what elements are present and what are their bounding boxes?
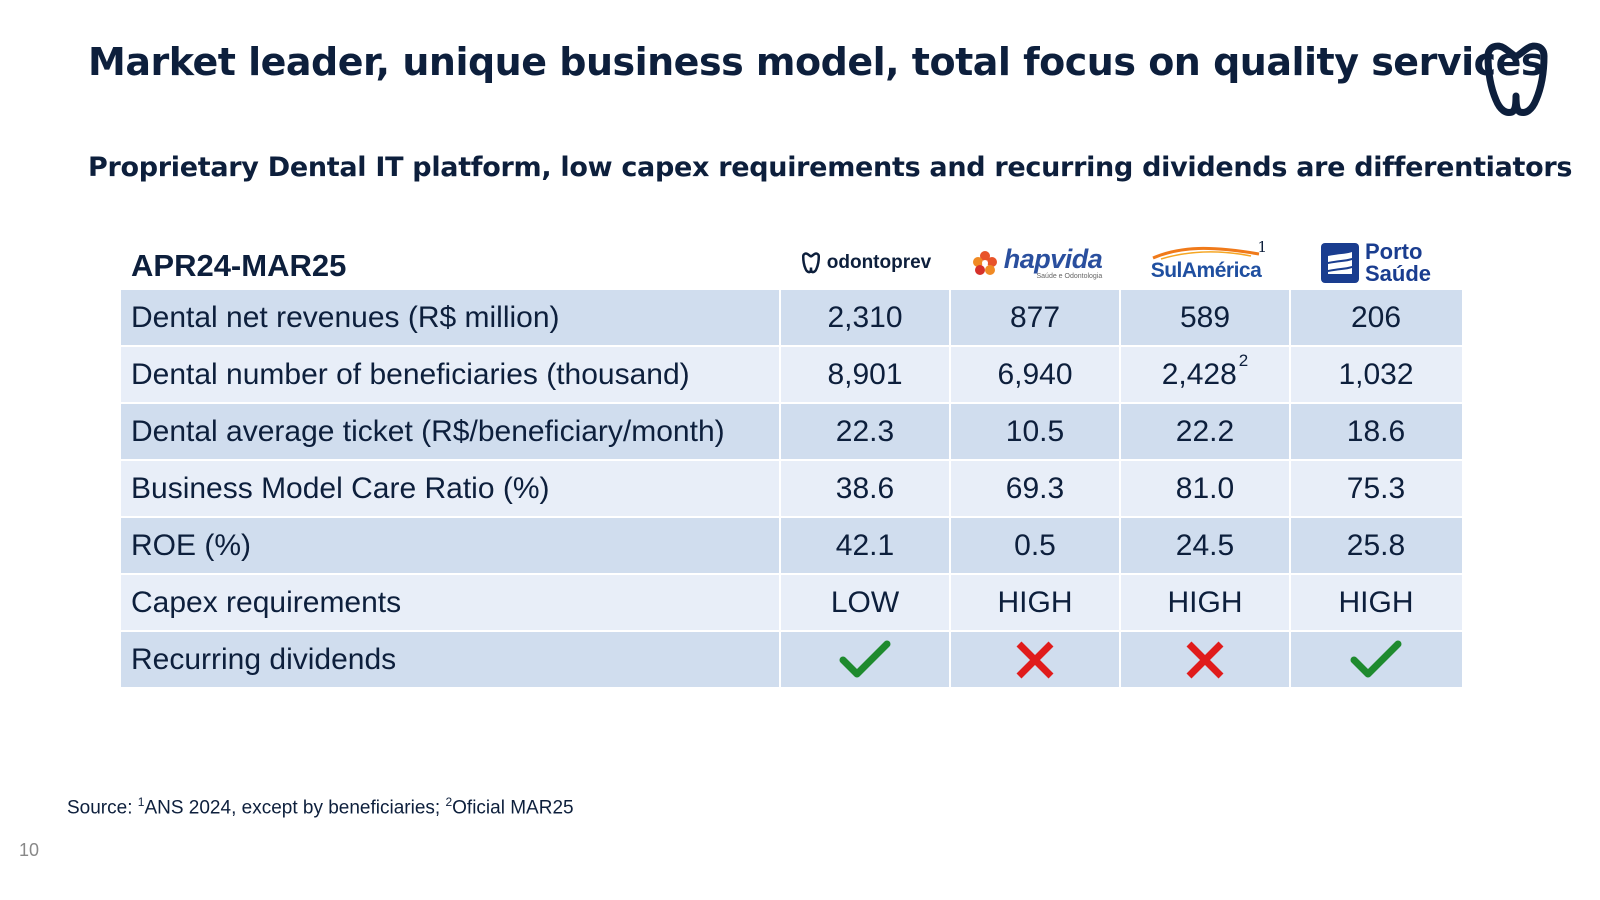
odontoprev-logo: odontoprev <box>781 236 951 290</box>
sulamerica-wave-icon <box>1152 246 1260 260</box>
table-cell: 206 <box>1350 300 1402 334</box>
porto-saude-logo: Porto Saúde <box>1291 236 1461 290</box>
sulamerica-logo: SulAmérica 1 <box>1121 236 1291 290</box>
table-row: Dental number of beneficiaries (thousand… <box>121 347 1462 404</box>
table-row: ROE (%) 42.1 0.5 24.5 25.8 <box>121 518 1462 575</box>
table-row: Business Model Care Ratio (%) 38.6 69.3 … <box>121 461 1462 518</box>
table-cell: 877 <box>951 290 1121 345</box>
hapvida-logo: hapvida Saúde e Odontologia <box>951 236 1121 290</box>
cell-value: 1,032 <box>1338 357 1414 391</box>
table-cell: 25.8 <box>1346 528 1406 562</box>
table-cell: 2,428 2 <box>1121 347 1291 402</box>
table-cell: 69.3 <box>951 461 1121 516</box>
table-cell: HIGH <box>1338 585 1414 619</box>
table-cell <box>951 632 1121 687</box>
cell-value: 6,940 <box>997 357 1073 391</box>
cell-value: 2,428 <box>1161 357 1237 391</box>
table-cell: 589 <box>1121 290 1291 345</box>
table-cell: 0.5 <box>951 518 1121 573</box>
page-number: 10 <box>19 840 40 860</box>
table-header: APR24-MAR25 odontoprev <box>121 236 1462 290</box>
table-cell: 75.3 <box>1346 471 1406 505</box>
row-label: Dental average ticket (R$/beneficiary/mo… <box>121 404 781 459</box>
table-cell: 18.6 <box>1346 414 1406 448</box>
row-label: Capex requirements <box>121 575 781 630</box>
table-row: Dental average ticket (R$/beneficiary/mo… <box>121 404 1462 461</box>
table-row: Dental net revenues (R$ million) 2,310 8… <box>121 290 1462 347</box>
table-row: Recurring dividends <box>121 632 1462 689</box>
table-cell: 8,901 <box>781 347 951 402</box>
row-label: Dental net revenues (R$ million) <box>121 290 781 345</box>
source-footnote: Source: 1ANS 2024, except by beneficiari… <box>67 795 574 819</box>
table-cell: 10.5 <box>951 404 1121 459</box>
table-cell: 22.3 <box>781 404 951 459</box>
row-label: Business Model Care Ratio (%) <box>121 461 781 516</box>
table-cell: 2,310 <box>781 290 951 345</box>
sulamerica-footnote-marker: 1 <box>1257 238 1267 256</box>
table-cell: HIGH <box>1121 575 1291 630</box>
slide-title: Market leader, unique business model, to… <box>88 40 1544 84</box>
footnote-marker-2: 2 <box>445 795 453 809</box>
table-cell <box>1121 632 1291 687</box>
hapvida-name: hapvida <box>1003 244 1103 274</box>
odontoprev-tooth-icon <box>801 252 820 274</box>
table-cell: 22.2 <box>1121 404 1291 459</box>
sulamerica-name: SulAmérica <box>1150 258 1262 282</box>
cross-icon <box>1016 641 1054 678</box>
check-icon <box>1350 640 1402 677</box>
row-label: ROE (%) <box>121 518 781 573</box>
porto-emblem-icon <box>1320 243 1359 283</box>
table-cell: 38.6 <box>781 461 951 516</box>
check-icon <box>839 640 891 677</box>
odontoprev-name: odontoprev <box>826 252 932 273</box>
tooth-logo-icon <box>1484 42 1548 116</box>
footnote-marker-1: 1 <box>137 795 145 809</box>
table-cell <box>781 632 951 687</box>
footnote-text-1: ANS 2024, except by beneficiaries; <box>144 797 446 819</box>
table-cell: 42.1 <box>781 518 951 573</box>
comparison-table: APR24-MAR25 odontoprev <box>121 236 1462 689</box>
cell-value: 8,901 <box>827 357 903 391</box>
porto-name-line1: Porto <box>1364 239 1423 264</box>
table-cell: HIGH <box>951 575 1121 630</box>
table-cell: LOW <box>781 575 951 630</box>
porto-name-line2: Saúde <box>1364 261 1432 286</box>
table-cell: 6,940 <box>951 347 1121 402</box>
table-cell: 81.0 <box>1121 461 1291 516</box>
period-label: APR24-MAR25 <box>131 248 347 283</box>
row-label: Recurring dividends <box>121 632 781 687</box>
table-cell: 1,032 <box>1291 347 1461 402</box>
footnote-prefix: Source: <box>67 797 138 819</box>
footnote-marker: 2 <box>1238 350 1249 370</box>
footnote-text-2: Oficial MAR25 <box>452 797 574 819</box>
table-cell: 24.5 <box>1121 518 1291 573</box>
table-row: Capex requirements LOW HIGH HIGH HIGH <box>121 575 1462 632</box>
row-label: Dental number of beneficiaries (thousand… <box>121 347 781 402</box>
hapvida-flower-icon <box>972 251 997 275</box>
cross-icon <box>1186 641 1224 678</box>
table-cell <box>1291 632 1461 687</box>
hapvida-tagline: Saúde e Odontologia <box>1036 273 1103 280</box>
slide-subtitle: Proprietary Dental IT platform, low cape… <box>88 152 1573 183</box>
